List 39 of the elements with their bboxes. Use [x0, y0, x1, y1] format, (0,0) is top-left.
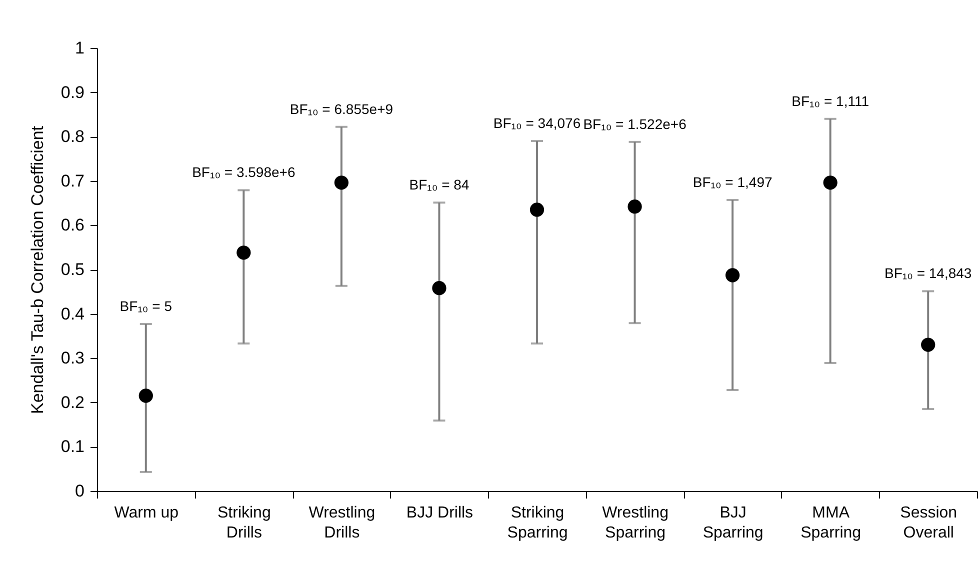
x-tick-label: Wrestling Drills	[308, 504, 376, 542]
annotation: BF₁₀ = 34,076	[493, 115, 581, 132]
y-tick-label: 0.4	[60, 304, 84, 324]
annotation: BF₁₀ = 1,111	[792, 92, 870, 109]
x-tick-label: Warm up	[114, 504, 179, 522]
point	[432, 281, 446, 296]
x-tick-label: Striking Sparring	[507, 504, 568, 542]
y-tick-label: 0.5	[60, 260, 84, 279]
x-tick-label: MMA Sparring	[800, 504, 862, 542]
x-tick-label: Wrestling Sparring	[602, 504, 668, 542]
point	[725, 268, 740, 282]
annotation: BF₁₀ = 14,843	[884, 265, 972, 282]
y-tick-label: 0.7	[60, 171, 84, 190]
annotation: BF₁₀ = 84	[409, 176, 470, 193]
x-tick-label: BJJ Drills	[406, 504, 474, 522]
y-tick-label: 0.9	[60, 82, 84, 102]
y-axis-title: Kendall's Tau-b Correlation Coefficient	[28, 126, 47, 414]
point	[334, 176, 349, 190]
y-tick-label: 0.1	[60, 437, 84, 456]
point	[628, 200, 642, 214]
y-tick-label: 0.3	[60, 348, 84, 368]
point	[921, 338, 936, 352]
point	[236, 246, 251, 260]
y-tick-label: 0.6	[60, 216, 84, 235]
y-tick-label: 0	[75, 482, 84, 500]
annotation: BF₁₀ = 3.598e+6	[192, 164, 296, 180]
annotation: BF₁₀ = 6.855e+9	[290, 100, 394, 117]
point	[823, 176, 838, 190]
y-tick-label: 0.2	[60, 392, 84, 412]
point	[138, 388, 153, 403]
x-tick-label: BJJ Sparring	[702, 504, 764, 542]
x-tick-label: Session Overall	[900, 504, 958, 542]
y-tick-label: 1	[75, 38, 84, 58]
point	[530, 202, 544, 217]
annotation: BF₁₀ = 1.522e+6	[583, 116, 687, 132]
x-tick-label: Striking Drills	[217, 504, 271, 542]
y-tick-label: 0.8	[60, 127, 84, 146]
annotation: BF₁₀ = 5	[120, 298, 172, 314]
annotation: BF₁₀ = 1,497	[692, 174, 772, 190]
